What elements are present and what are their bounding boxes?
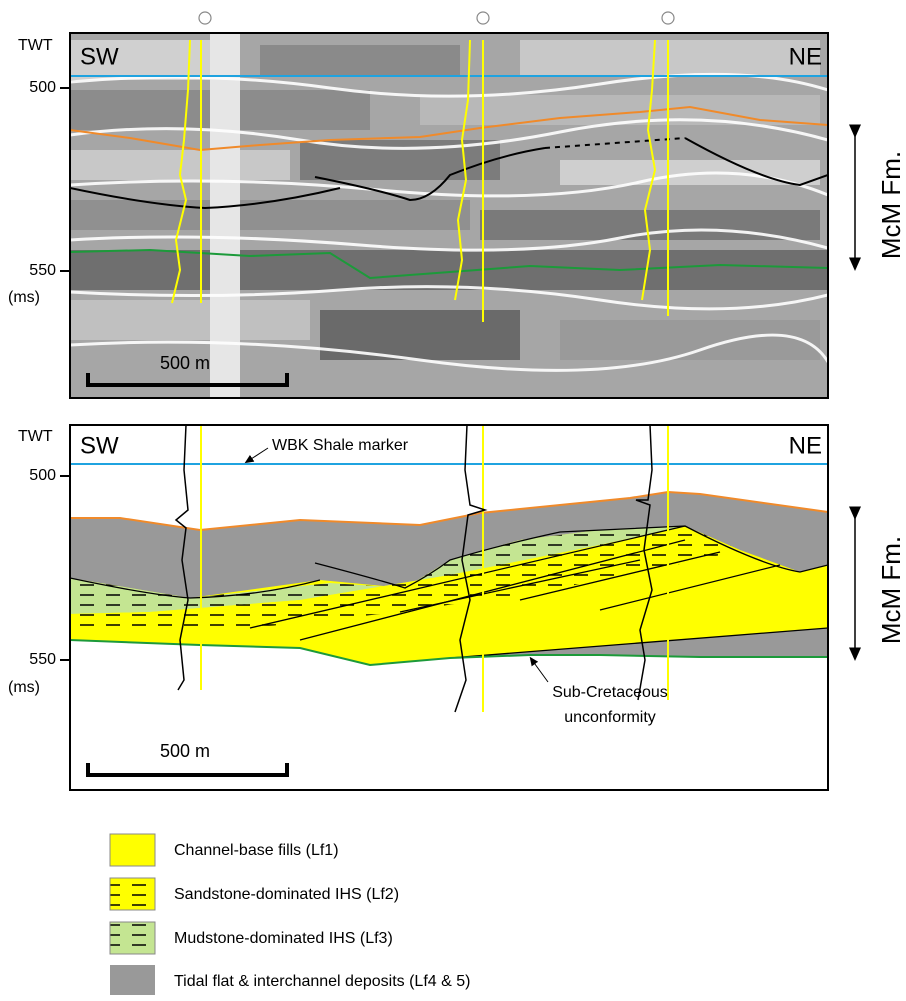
formation-label: McM Fm. [876,151,906,259]
unit-label: (ms) [8,289,40,306]
legend-label: Sandstone-dominated IHS (Lf2) [174,886,399,903]
seismic-image [70,33,828,398]
tick-label: 550 [29,262,56,279]
legend-swatch [110,965,155,995]
top-panel: TWT SW NE 500 550 (ms) 500 m McM Fm. [8,12,906,398]
scale-bar [88,763,287,775]
axis-label: TWT [18,428,53,445]
scale-label: 500 m [160,353,210,373]
unit-label: (ms) [8,679,40,696]
direction-label: NE [789,43,822,70]
direction-label: SW [80,432,119,459]
legend-label: Mudstone-dominated IHS (Lf3) [174,930,393,947]
axis-label: TWT [18,37,53,54]
seismic-image-rect [70,300,310,340]
tick-label: 550 [29,651,56,668]
tick-label: 500 [29,467,56,484]
seismic-image-rect [70,250,828,290]
well-markers-circle [477,12,489,24]
interpretation [70,425,828,712]
legend-swatch [110,922,155,954]
seismic-image-rect [260,45,460,75]
well-markers-circle [199,12,211,24]
tick-label: 500 [29,79,56,96]
legend: Channel-base fills (Lf1) Sandstone-domin… [110,834,470,995]
legend-swatch [110,834,155,866]
unconformity-label: unconformity [564,709,656,726]
direction-label: SW [80,43,119,70]
well-markers [199,12,674,24]
legend-label: Channel-base fills (Lf1) [174,842,339,859]
figure: TWT SW NE 500 550 (ms) 500 m McM Fm. [0,0,906,996]
formation-label: McM Fm. [876,536,906,644]
bottom-panel: TWT SW NE 500 550 (ms) WBK Shale marker … [8,425,906,790]
unconformity-label: Sub-Cretaceous [552,684,668,701]
well-markers-circle [662,12,674,24]
direction-label: NE [789,432,822,459]
seismic-image-rect [520,40,820,75]
marker-label: WBK Shale marker [272,437,409,454]
marker-arrow [248,448,268,461]
unconformity-arrow [532,660,548,682]
legend-label: Tidal flat & interchannel deposits (Lf4 … [174,973,470,990]
seismic-image-rect [70,200,470,230]
legend-swatch [110,878,155,910]
scale-label: 500 m [160,741,210,761]
